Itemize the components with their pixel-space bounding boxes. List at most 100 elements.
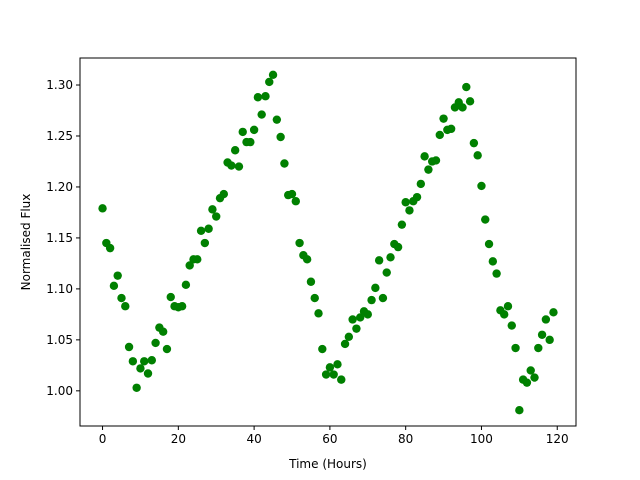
point (363, 310, 372, 319)
point (462, 82, 471, 92)
point (166, 292, 175, 302)
point (268, 70, 278, 80)
point (526, 366, 535, 375)
point (230, 146, 240, 155)
point (412, 192, 422, 202)
point (219, 189, 228, 199)
point (193, 255, 202, 264)
point (469, 138, 479, 148)
point (113, 271, 122, 280)
point (371, 283, 380, 293)
point (140, 357, 149, 366)
point (503, 302, 513, 311)
point (435, 130, 444, 140)
point (378, 293, 388, 303)
point (124, 342, 134, 352)
point (272, 115, 282, 124)
point (234, 162, 244, 171)
y-tick-label: 1.30 (46, 78, 73, 92)
point (325, 363, 335, 372)
point (158, 327, 168, 336)
point (333, 360, 342, 369)
point (393, 242, 403, 252)
point (117, 293, 126, 303)
point (109, 281, 119, 291)
point (549, 308, 558, 317)
point (515, 405, 524, 415)
point (344, 332, 354, 342)
point (367, 295, 376, 305)
point (446, 124, 456, 134)
point (314, 309, 323, 318)
point (291, 197, 300, 206)
point (382, 268, 391, 277)
x-tick-label: 40 (246, 432, 261, 446)
point (227, 161, 236, 170)
x-axis-label: Time (Hours) (288, 457, 367, 471)
point (105, 243, 115, 253)
point (147, 356, 157, 365)
point (265, 77, 274, 87)
point (280, 159, 289, 168)
x-tick-label: 20 (171, 432, 186, 446)
point (537, 330, 547, 339)
point (98, 204, 107, 213)
point (356, 313, 365, 322)
point (530, 373, 539, 382)
point (143, 369, 153, 378)
x-tick-label: 0 (99, 432, 107, 446)
point (534, 343, 543, 353)
point (488, 257, 498, 266)
point (257, 110, 266, 119)
point (386, 253, 395, 262)
point (492, 269, 501, 278)
point (340, 339, 350, 349)
point (185, 261, 194, 270)
point (151, 338, 160, 348)
point (484, 239, 494, 249)
point (405, 206, 414, 215)
point (465, 97, 475, 106)
point (545, 335, 554, 345)
point (181, 280, 191, 290)
point (253, 93, 263, 102)
point (439, 114, 448, 123)
point (420, 152, 429, 161)
point (481, 215, 490, 224)
point (287, 189, 297, 199)
point (473, 151, 482, 160)
point (522, 378, 532, 387)
point (499, 310, 509, 319)
point (128, 357, 138, 366)
point (318, 344, 327, 354)
point (204, 224, 213, 233)
point (295, 238, 304, 248)
point (397, 220, 407, 229)
y-tick-label: 1.25 (46, 129, 73, 143)
x-tick-label: 80 (398, 432, 413, 446)
point (424, 165, 433, 174)
point (401, 198, 410, 207)
point (306, 277, 316, 286)
point (136, 364, 145, 373)
point (132, 383, 141, 392)
y-axis-label: Normalised Flux (19, 194, 33, 291)
y-tick-label: 1.15 (46, 231, 73, 245)
y-tick-label: 1.10 (46, 282, 73, 296)
y-tick-label: 1.20 (46, 180, 73, 194)
point (200, 238, 210, 248)
point (196, 226, 206, 235)
y-tick-label: 1.00 (46, 384, 73, 398)
point (121, 302, 130, 311)
point (541, 315, 551, 324)
point (177, 302, 187, 311)
x-tick-label: 120 (546, 432, 569, 446)
point (477, 181, 486, 191)
point (261, 92, 270, 101)
y-tick-label: 1.05 (46, 333, 73, 347)
point (302, 255, 312, 264)
point (511, 343, 520, 353)
point (249, 125, 259, 135)
point (431, 156, 441, 165)
point (416, 179, 426, 189)
